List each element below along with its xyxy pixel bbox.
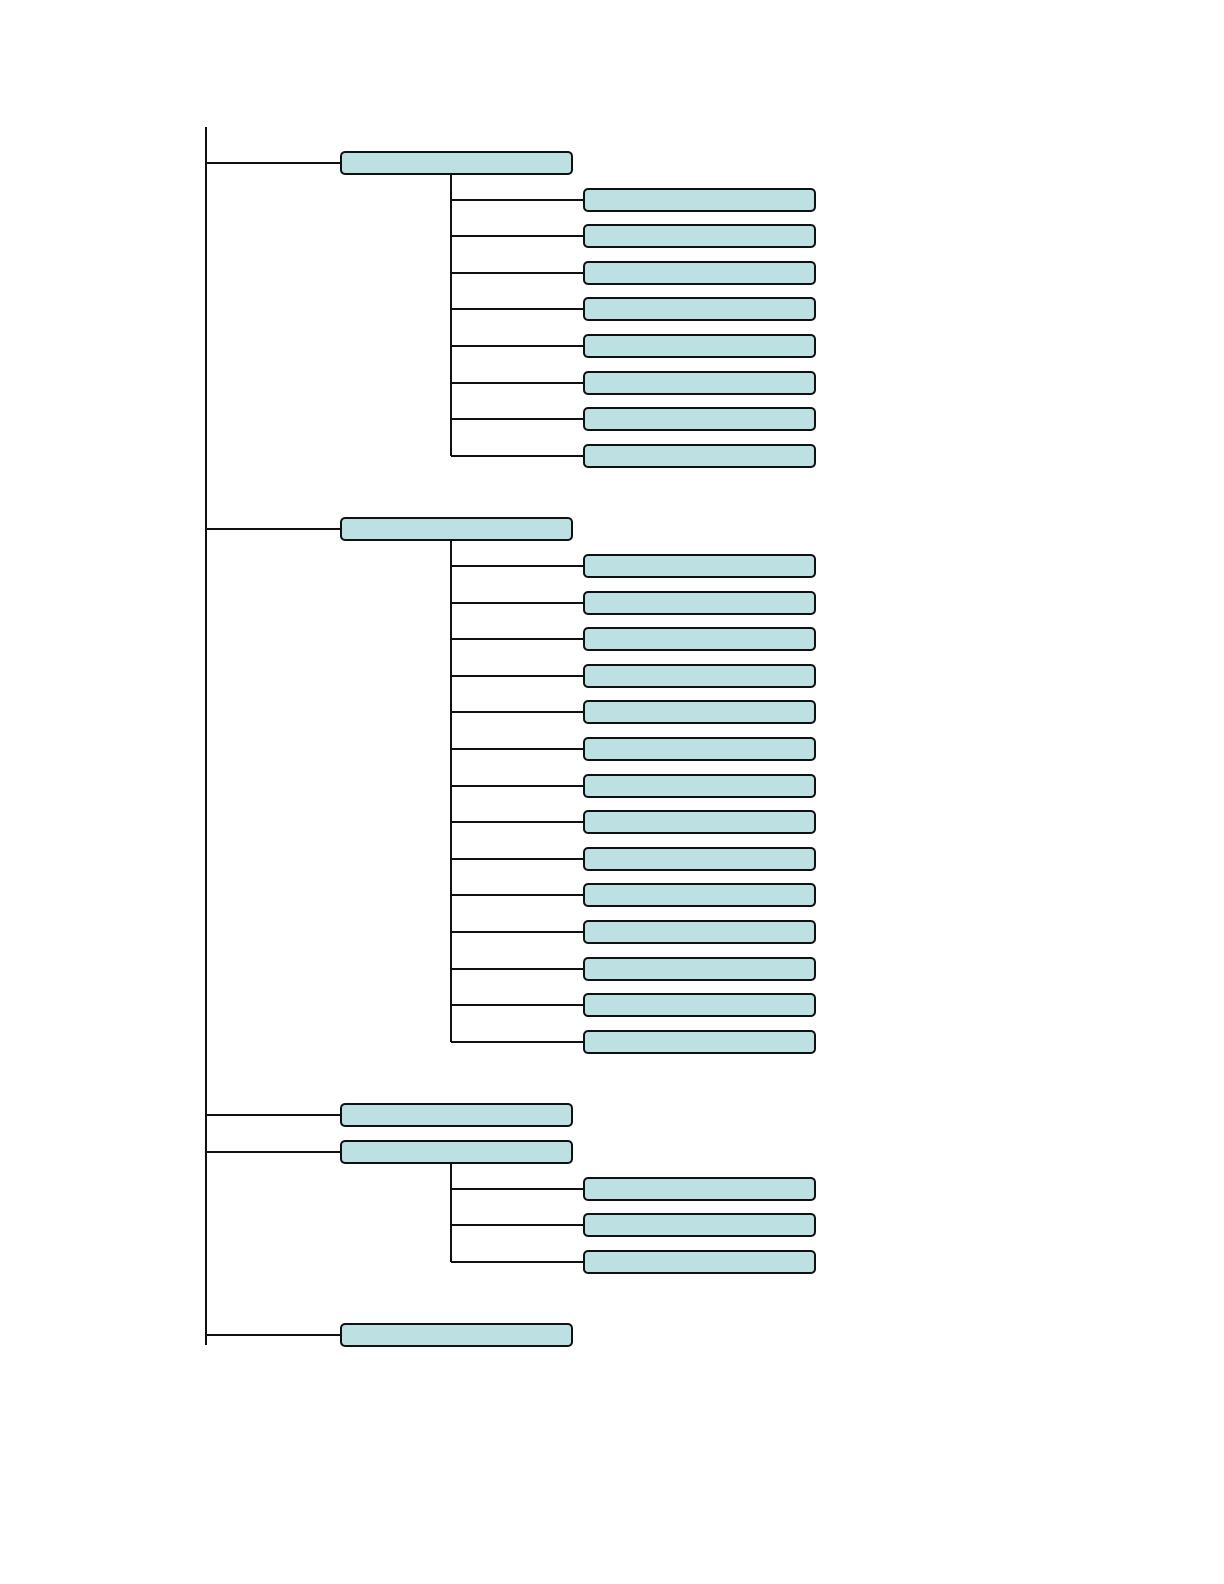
child-node (583, 773, 816, 798)
child-connector (451, 638, 583, 641)
child-node (583, 627, 816, 652)
child-connector (451, 601, 583, 604)
child-node (583, 554, 816, 578)
child-node (583, 1249, 816, 1274)
child-node (583, 370, 816, 395)
child-connector (451, 821, 583, 824)
group-node (340, 151, 573, 175)
group-node (340, 1103, 573, 1128)
child-connector (451, 565, 583, 567)
group-node (340, 1140, 573, 1164)
child-connector (451, 894, 583, 897)
child-node (583, 334, 816, 358)
child-node (583, 297, 816, 322)
branch-connector (450, 1164, 452, 1262)
child-node (583, 993, 816, 1018)
child-connector (451, 381, 583, 384)
group-connector (206, 1151, 340, 1153)
group-node (340, 517, 573, 542)
child-connector (451, 1004, 583, 1007)
child-node (583, 883, 816, 908)
child-connector (451, 857, 583, 860)
child-node (583, 700, 816, 725)
child-connector (451, 674, 583, 677)
child-node (583, 1176, 816, 1201)
child-node (583, 260, 816, 285)
child-connector (451, 1040, 583, 1043)
group-connector (206, 162, 340, 164)
child-connector (451, 1187, 583, 1190)
child-node (583, 1029, 816, 1054)
child-node (583, 1213, 816, 1238)
child-node (583, 187, 816, 212)
child-connector (451, 235, 583, 238)
root-connector (205, 127, 207, 1345)
child-connector (451, 748, 583, 750)
group-connector (206, 1114, 340, 1117)
child-node (583, 737, 816, 761)
child-node (583, 663, 816, 688)
child-node (583, 920, 816, 944)
group-connector (206, 1334, 340, 1337)
child-connector (451, 931, 583, 933)
child-connector (451, 271, 583, 274)
child-connector (451, 198, 583, 201)
group-connector (206, 528, 340, 531)
child-connector (451, 308, 583, 311)
child-node (583, 956, 816, 981)
child-node (583, 224, 816, 249)
child-node (583, 407, 816, 432)
child-connector (451, 1224, 583, 1227)
child-node (583, 443, 816, 468)
branch-connector (450, 541, 452, 1042)
child-connector (451, 418, 583, 421)
child-connector (451, 967, 583, 970)
child-connector (451, 711, 583, 714)
child-connector (451, 454, 583, 457)
child-connector (451, 345, 583, 347)
group-node (340, 1323, 573, 1348)
child-node (583, 810, 816, 835)
child-connector (451, 784, 583, 787)
branch-connector (450, 175, 452, 456)
child-connector (451, 1260, 583, 1263)
child-node (583, 590, 816, 615)
child-node (583, 846, 816, 871)
